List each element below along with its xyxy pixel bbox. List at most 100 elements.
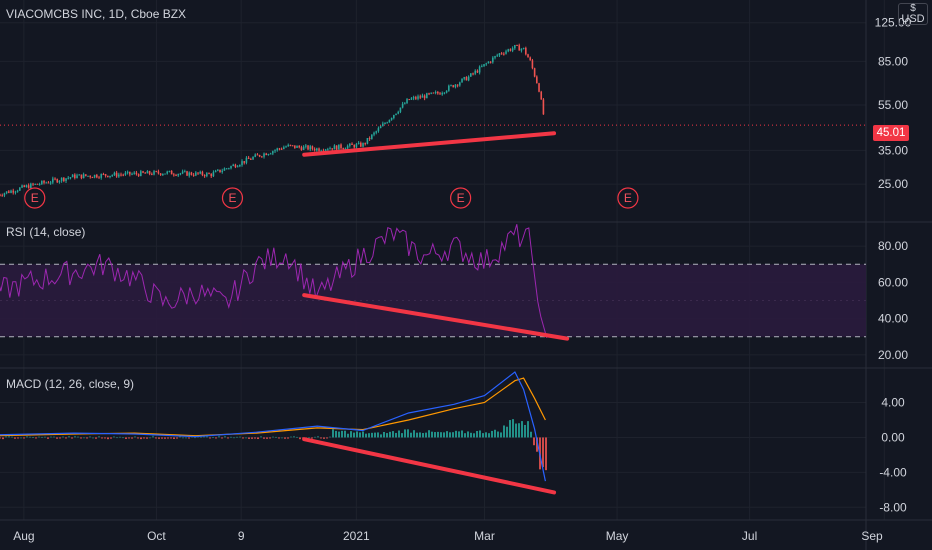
candle-body bbox=[225, 168, 228, 170]
x-axis-tick-label: Sep bbox=[861, 529, 883, 543]
candle-body bbox=[91, 177, 94, 179]
candle-body bbox=[324, 149, 327, 151]
candle-body bbox=[146, 171, 149, 174]
candle-body bbox=[10, 190, 12, 193]
histogram-bar bbox=[365, 433, 367, 438]
candle-body bbox=[199, 171, 202, 174]
histogram-bar bbox=[422, 433, 424, 438]
candle-body bbox=[102, 174, 105, 176]
histogram-bar bbox=[356, 431, 358, 438]
histogram-bar bbox=[509, 420, 511, 438]
candle-body bbox=[538, 83, 540, 92]
candle-body bbox=[49, 182, 52, 184]
candle-body bbox=[201, 171, 204, 176]
candle-body bbox=[100, 174, 103, 178]
histogram-bar bbox=[407, 429, 409, 438]
candle-body bbox=[89, 175, 92, 178]
histogram-bar bbox=[335, 430, 337, 438]
histogram-bar bbox=[431, 431, 433, 438]
candle-body bbox=[404, 103, 406, 105]
candle-body bbox=[353, 144, 356, 148]
histogram-bar bbox=[143, 437, 145, 439]
histogram-bar bbox=[116, 437, 118, 439]
histogram-bar bbox=[92, 437, 94, 439]
histogram-bar bbox=[140, 437, 142, 440]
candle-body bbox=[298, 145, 301, 148]
macd-trendline bbox=[302, 437, 557, 495]
histogram-bar bbox=[515, 423, 517, 438]
candle-body bbox=[27, 185, 30, 189]
candle-body bbox=[379, 126, 382, 129]
candle-body bbox=[184, 171, 186, 173]
candle-body bbox=[16, 190, 19, 192]
histogram-bar bbox=[404, 429, 406, 438]
price-axis-label: 55.00 bbox=[878, 98, 908, 112]
histogram-bar bbox=[347, 433, 349, 438]
histogram-bar bbox=[119, 436, 121, 438]
histogram-bar bbox=[380, 434, 382, 438]
candle-body bbox=[36, 183, 39, 185]
candle-body bbox=[192, 174, 195, 176]
candle-body bbox=[230, 166, 232, 169]
histogram-bar bbox=[443, 432, 445, 438]
histogram-bar bbox=[488, 433, 490, 438]
candle-body bbox=[45, 182, 48, 184]
candle-body bbox=[34, 183, 37, 185]
histogram-bar bbox=[47, 437, 49, 439]
candle-body bbox=[82, 174, 85, 179]
candles-group bbox=[0, 43, 545, 198]
candle-body bbox=[311, 146, 314, 149]
candle-body bbox=[331, 148, 334, 150]
rsi-pane-title: RSI (14, close) bbox=[6, 225, 86, 239]
candle-body bbox=[0, 194, 1, 196]
candle-body bbox=[406, 99, 408, 104]
histogram-bar bbox=[65, 437, 67, 439]
histogram-bar bbox=[545, 437, 547, 471]
histogram-bar bbox=[32, 437, 34, 439]
candle-body bbox=[366, 138, 369, 144]
candle-body bbox=[401, 103, 404, 108]
candle-body bbox=[96, 174, 98, 178]
candle-body bbox=[342, 148, 345, 150]
candle-body bbox=[30, 183, 32, 189]
candle-body bbox=[203, 175, 206, 177]
histogram-bar bbox=[182, 437, 184, 439]
candle-body bbox=[250, 158, 252, 160]
candle-body bbox=[188, 172, 191, 176]
candle-body bbox=[393, 114, 395, 119]
candle-body bbox=[313, 148, 316, 151]
candle-body bbox=[41, 180, 43, 185]
currency-selector[interactable]: $ USD bbox=[898, 3, 928, 25]
candle-body bbox=[129, 171, 131, 175]
histogram-bar bbox=[233, 437, 235, 439]
candle-body bbox=[483, 64, 485, 67]
x-axis-tick-label: Oct bbox=[147, 529, 166, 543]
candle-body bbox=[181, 171, 184, 174]
candle-body bbox=[170, 170, 173, 175]
histogram-bar bbox=[467, 431, 469, 438]
candle-body bbox=[397, 111, 400, 114]
histogram-bar bbox=[122, 437, 124, 439]
candle-body bbox=[232, 164, 235, 167]
histogram-bar bbox=[80, 437, 82, 439]
candle-body bbox=[478, 66, 481, 73]
histogram-bar bbox=[326, 437, 328, 439]
histogram-bar bbox=[110, 437, 112, 439]
histogram-bar bbox=[155, 437, 157, 439]
candle-body bbox=[113, 172, 116, 176]
histogram-bar bbox=[416, 432, 418, 438]
histogram-bar bbox=[245, 437, 247, 439]
histogram-bar bbox=[323, 437, 325, 439]
histogram-bar bbox=[158, 437, 160, 439]
candle-body bbox=[399, 107, 402, 112]
histogram-bar bbox=[368, 433, 370, 438]
histogram-bar bbox=[95, 437, 97, 439]
candle-body bbox=[258, 154, 261, 157]
histogram-bar bbox=[29, 436, 31, 438]
candle-body bbox=[267, 154, 270, 156]
candle-body bbox=[168, 170, 171, 172]
histogram-bar bbox=[104, 437, 106, 439]
candle-body bbox=[428, 93, 430, 95]
histogram-bar bbox=[281, 437, 283, 439]
